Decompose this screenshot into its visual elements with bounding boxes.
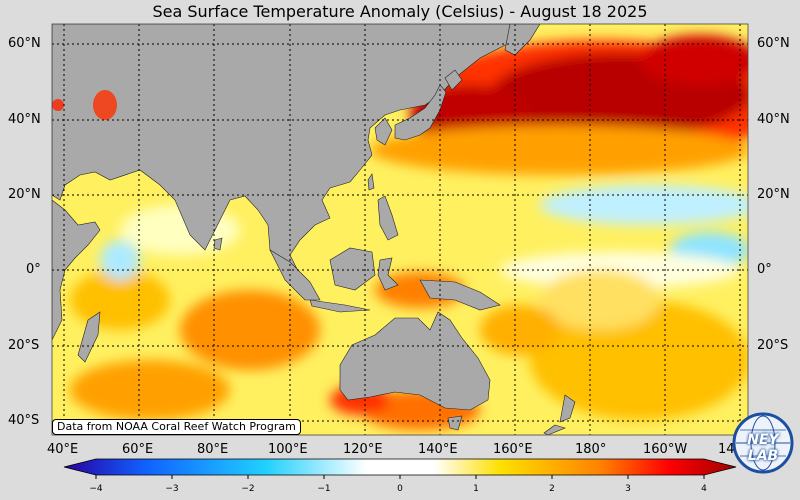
lat-label-0: 0° — [26, 262, 41, 277]
lat-label-60n-right: 60°N — [757, 36, 790, 51]
lat-label-20n-right: 20°N — [757, 187, 790, 202]
lon-label-60e: 60°E — [122, 442, 154, 457]
lon-label-80e: 80°E — [197, 442, 229, 457]
globe-icon — [732, 412, 794, 474]
lat-label-20n: 20°N — [8, 187, 41, 202]
lat-label-40n-right: 40°N — [757, 112, 790, 127]
colorbar-tick-m2: −2 — [241, 484, 255, 494]
data-credit-label: Data from NOAA Coral Reef Watch Program — [52, 419, 301, 435]
lon-label-180: 180° — [575, 442, 607, 457]
colorbar-tick-3: 3 — [625, 484, 631, 494]
colorbar-tick-1: 1 — [473, 484, 479, 494]
colorbar-tick-4: 4 — [701, 484, 707, 494]
lon-label-40e: 40°E — [47, 442, 79, 457]
lon-label-120e: 120°E — [343, 442, 383, 457]
lat-label-40s: 40°S — [8, 413, 40, 428]
lat-label-40n: 40°N — [8, 112, 41, 127]
ney-lab-logo[interactable]: NEY LAB — [732, 412, 794, 474]
land-masses — [52, 24, 576, 435]
lat-label-20s: 20°S — [8, 338, 40, 353]
lon-label-140e: 140°E — [418, 442, 458, 457]
lat-label-20s-right: 20°S — [757, 338, 789, 353]
colorbar-tick-0: 0 — [397, 484, 403, 494]
colorbar-tick-m4: −4 — [89, 484, 103, 494]
lat-label-0-right: 0° — [757, 262, 772, 277]
colorbar-tick-2: 2 — [549, 484, 555, 494]
map-title: Sea Surface Temperature Anomaly (Celsius… — [152, 2, 648, 21]
colorbar-tick-m1: −1 — [317, 484, 331, 494]
colorbar — [63, 458, 737, 476]
lon-label-160w: 160°W — [643, 442, 688, 457]
logo-text: NEY LAB — [747, 432, 779, 464]
lon-label-100e: 100°E — [268, 442, 308, 457]
lat-label-60n: 60°N — [8, 36, 41, 51]
lon-label-160e: 160°E — [493, 442, 533, 457]
graticule — [52, 24, 748, 435]
colorbar-tick-m3: −3 — [165, 484, 179, 494]
